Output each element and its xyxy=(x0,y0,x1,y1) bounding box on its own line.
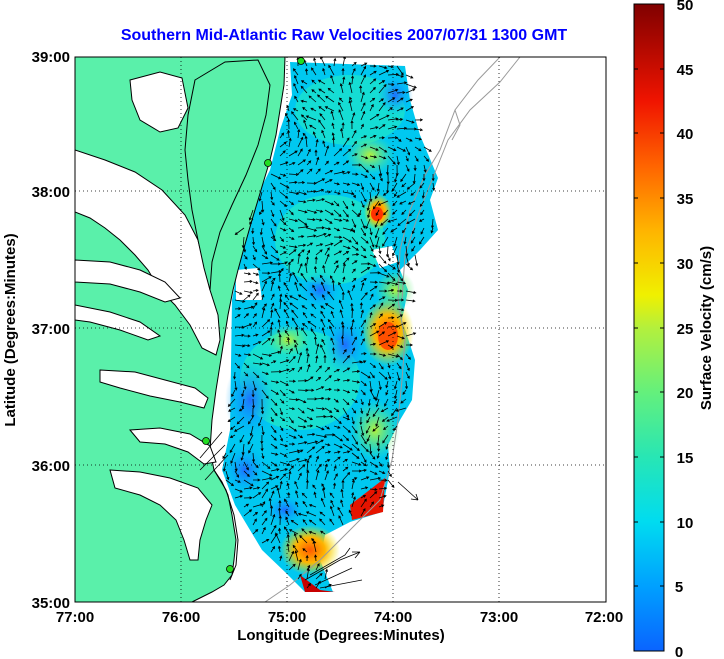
x-axis-label: Longitude (Degrees:Minutes) xyxy=(237,627,445,644)
colorbar-tick-label: 35 xyxy=(677,191,694,208)
colorbar-tick-label: 5 xyxy=(675,579,683,596)
y-tick-label: 35:00 xyxy=(32,595,70,612)
colorbar-tick-label: 20 xyxy=(677,385,694,402)
radar-stations xyxy=(202,57,305,573)
bathymetry-contours xyxy=(264,57,521,602)
y-tick-label: 37:00 xyxy=(32,321,70,338)
y-tick-label: 38:00 xyxy=(32,184,70,201)
station-marker xyxy=(264,159,272,167)
y-axis: 39:00 38:00 37:00 36:00 35:00 Latitude (… xyxy=(2,49,70,612)
colorbar: 0 5 10 15 20 25 30 35 40 45 50 Surface V… xyxy=(633,0,715,659)
x-tick-label: 76:00 xyxy=(162,609,200,626)
coverage-gap xyxy=(236,268,262,300)
coverage-gap xyxy=(372,246,398,268)
y-tick-label: 39:00 xyxy=(32,49,70,66)
station-marker xyxy=(297,57,305,65)
x-tick-label: 74:00 xyxy=(374,609,412,626)
colorbar-label: Surface Velocity (cm/s) xyxy=(698,246,715,410)
land xyxy=(75,57,286,602)
y-axis-label: Latitude (Degrees:Minutes) xyxy=(2,233,19,426)
station-marker xyxy=(226,565,234,573)
x-tick-label: 75:00 xyxy=(268,609,306,626)
plot-area xyxy=(75,57,606,602)
map-title: Southern Mid-Atlantic Raw Velocities 200… xyxy=(121,27,568,44)
colorbar-ramp xyxy=(633,3,665,652)
x-tick-label: 72:00 xyxy=(585,609,623,626)
station-marker xyxy=(202,437,210,445)
graticule-grid xyxy=(75,57,606,602)
outlier-vectors xyxy=(199,431,419,589)
plot-frame xyxy=(74,56,607,603)
x-tick-label: 77:00 xyxy=(56,609,94,626)
colorbar-tick-label: 50 xyxy=(677,0,694,14)
y-tick-label: 36:00 xyxy=(32,458,70,475)
colorbar-tick-label: 10 xyxy=(677,515,694,532)
colorbar-tick-label: 15 xyxy=(677,450,694,467)
colorbar-tick-label: 25 xyxy=(677,321,694,338)
x-axis: 77:00 76:00 75:00 74:00 73:00 72:00 Long… xyxy=(56,609,623,644)
x-tick-label: 73:00 xyxy=(480,609,518,626)
colorbar-tick-label: 0 xyxy=(675,644,683,659)
colorbar-tick-label: 40 xyxy=(677,126,694,143)
colorbar-tick-label: 30 xyxy=(677,256,694,273)
colorbar-tick-label: 45 xyxy=(677,62,694,79)
